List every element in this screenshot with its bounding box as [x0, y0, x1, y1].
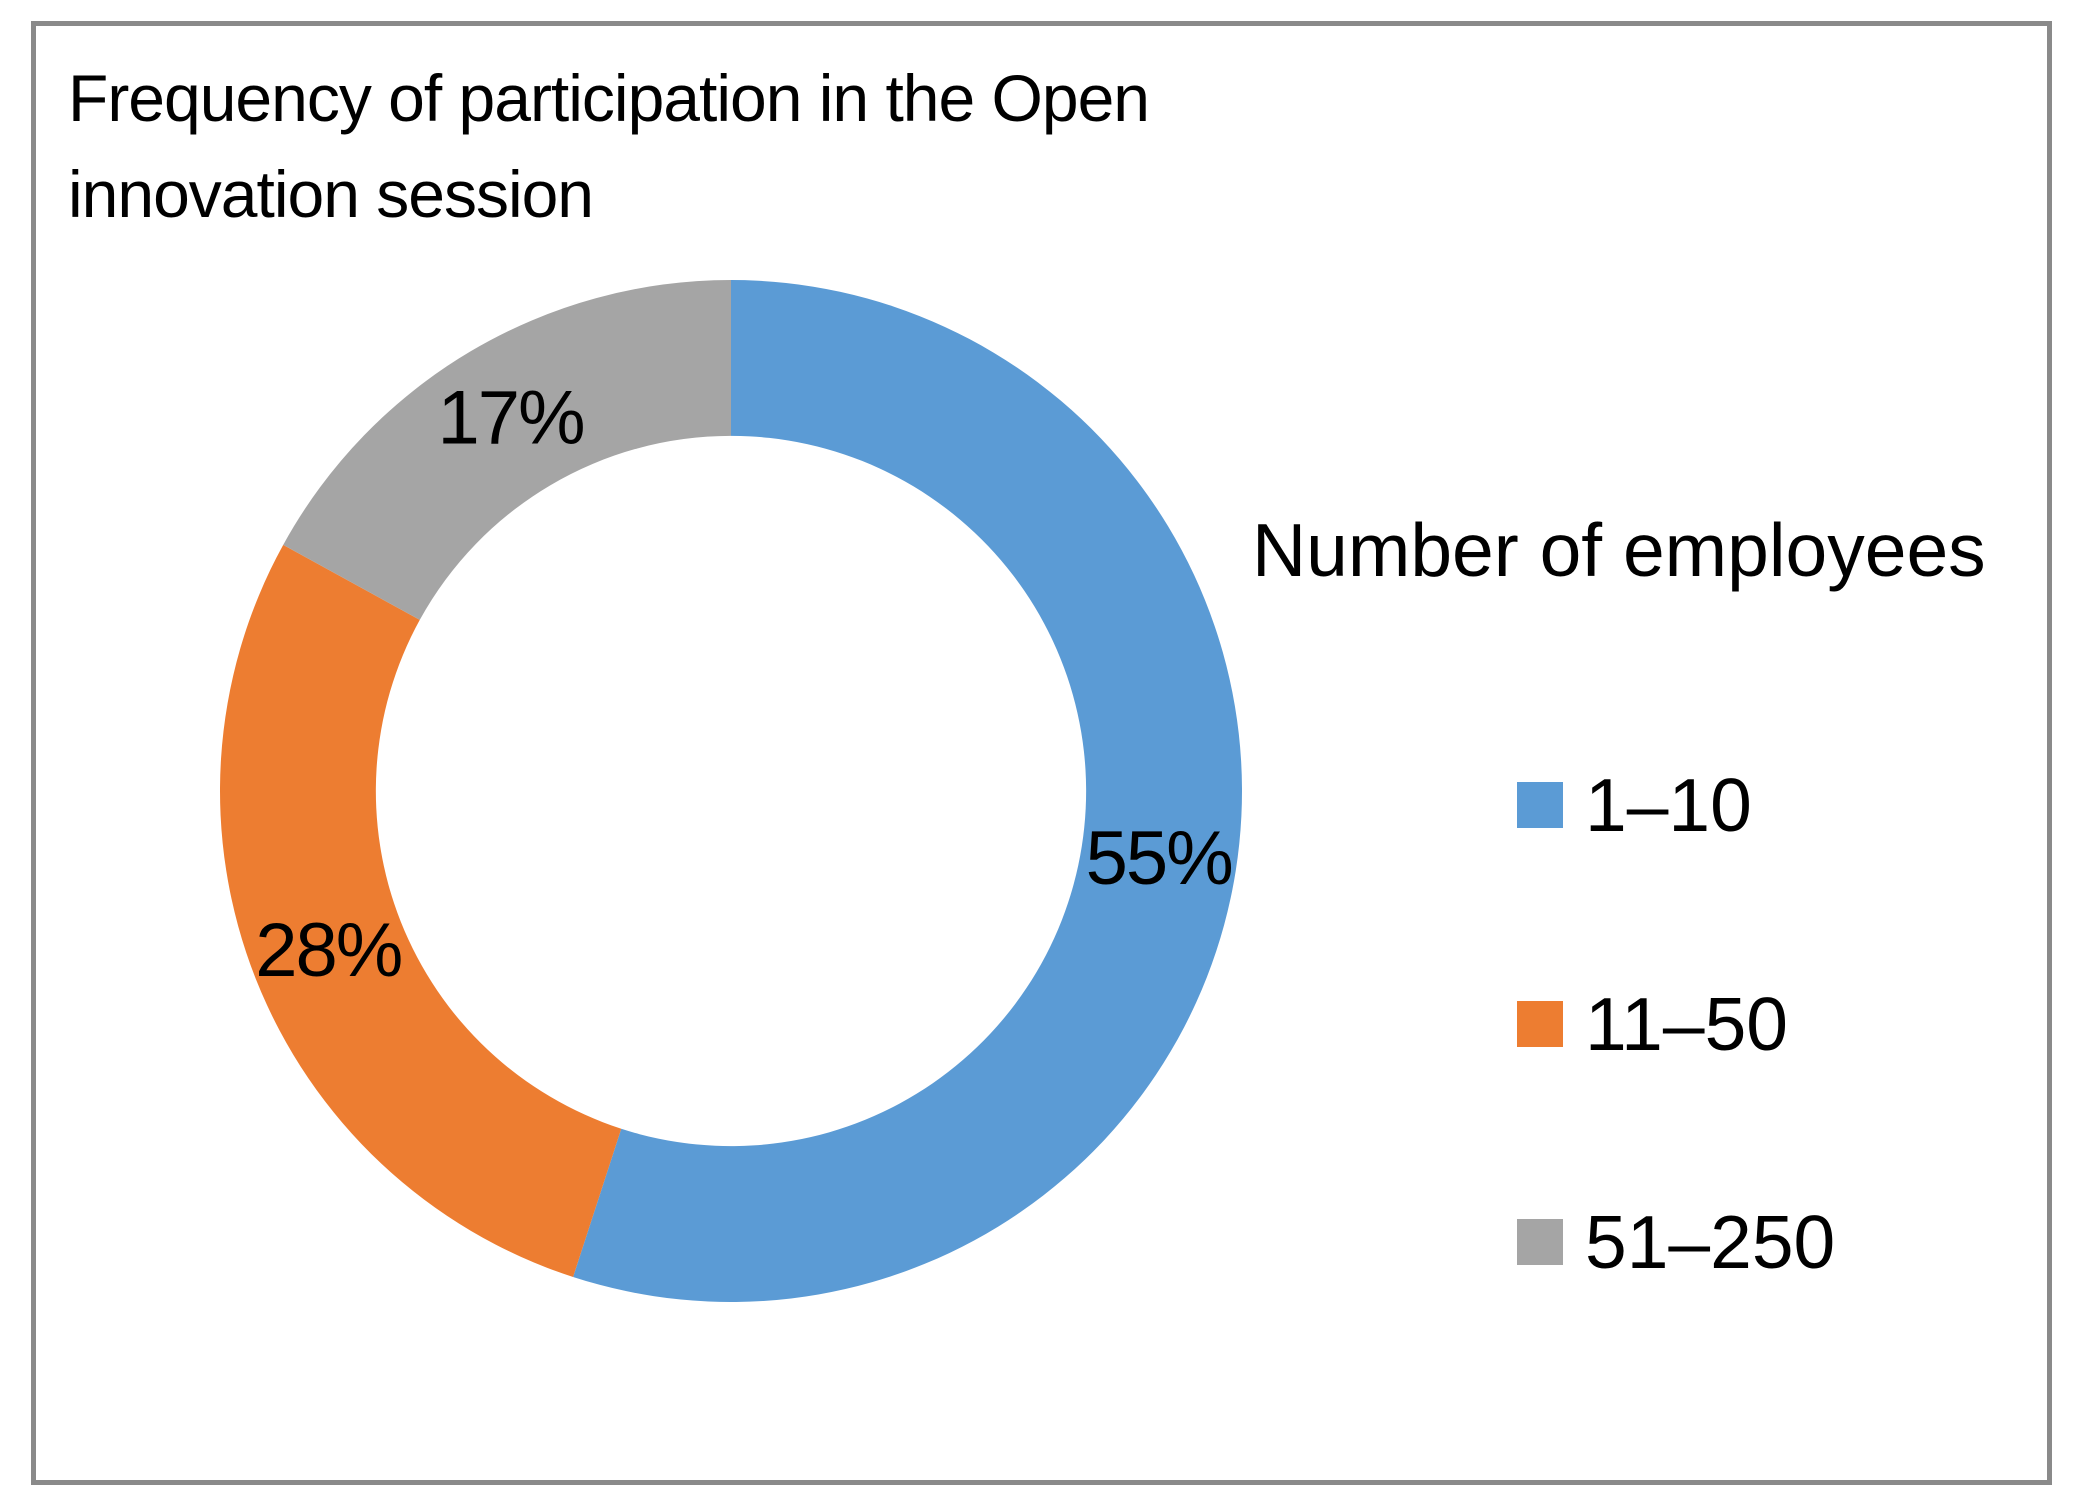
slice-data-label-0: 55%: [1086, 816, 1232, 901]
legend-item-51-250: 51–250: [1517, 1204, 1835, 1280]
chart-frame: Frequency of participation in the Open i…: [31, 21, 2052, 1485]
legend-label: 1–10: [1585, 762, 1752, 847]
slice-data-label-2: 17%: [437, 376, 583, 461]
donut-slice-1: [220, 544, 622, 1277]
legend-label: 11–50: [1585, 981, 1788, 1066]
legend-swatch-orange: [1517, 1001, 1563, 1047]
donut-chart: 55% 28% 17%: [220, 280, 1242, 1302]
legend-title: Number of employees: [1252, 508, 1986, 592]
legend: Number of employees 1–10 11–50 51–250: [1252, 26, 2052, 1480]
donut-slice-0: [573, 280, 1242, 1302]
legend-item-11-50: 11–50: [1517, 986, 1788, 1062]
legend-swatch-gray: [1517, 1219, 1563, 1265]
legend-swatch-blue: [1517, 782, 1563, 828]
legend-item-1-10: 1–10: [1517, 767, 1752, 843]
donut-slice-2: [283, 280, 731, 620]
slice-data-label-1: 28%: [255, 908, 401, 993]
chart-title: Frequency of participation in the Open i…: [68, 61, 1150, 231]
legend-label: 51–250: [1585, 1199, 1836, 1284]
